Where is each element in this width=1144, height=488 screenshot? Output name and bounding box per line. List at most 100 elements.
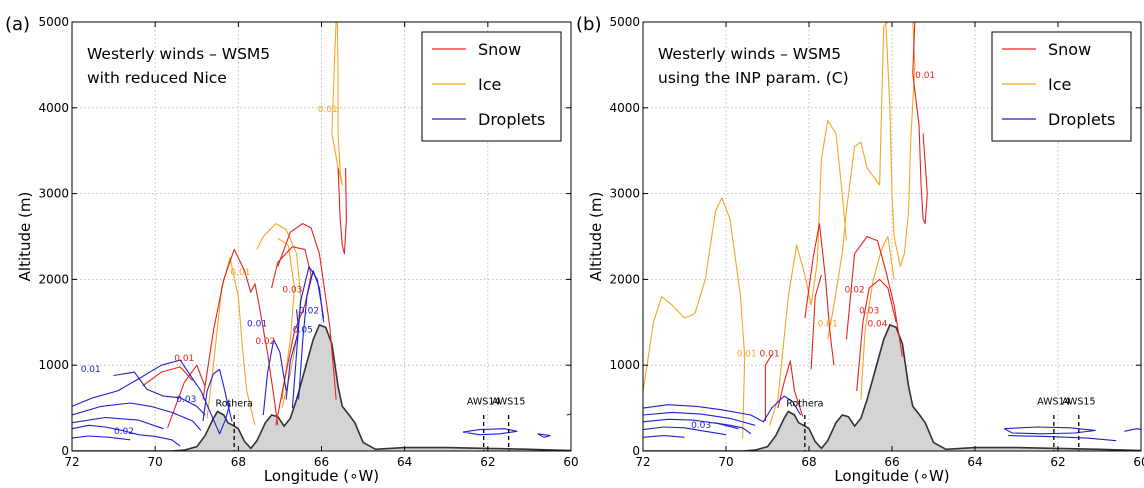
legend-label: Droplets (478, 110, 545, 129)
x-tick-label: 60 (563, 455, 578, 469)
snow-contour-line (845, 235, 903, 357)
y-tick-label: 3000 (38, 187, 69, 201)
x-axis-title: Longitude (∘W) (834, 467, 949, 485)
x-tick-label: 72 (64, 455, 79, 469)
plot-area: 0.010.020.030.040.010.010.010.03 (643, 22, 1141, 451)
station-label: Rothera (216, 398, 253, 409)
contour-label: 0.02 (299, 307, 319, 317)
y-axis-title: Altitude (m) (587, 192, 605, 282)
droplets-contour-line (643, 418, 739, 430)
snow-contour-line (271, 246, 312, 426)
droplets-contour-line (643, 395, 802, 423)
y-tick-label: 1000 (609, 358, 640, 372)
snow-contour-line (777, 360, 804, 417)
droplets-contour-line (291, 265, 325, 409)
y-tick-label: 0 (61, 444, 69, 458)
snow-contour-line (764, 354, 773, 421)
droplets-contour-line (262, 338, 287, 416)
terrain-fill (643, 324, 1141, 451)
contour-label: 0.01 (818, 320, 838, 330)
y-tick-label: 5000 (38, 15, 69, 29)
droplets-contour-line (72, 402, 202, 431)
station-label: AWS14 (467, 397, 501, 408)
x-tick-label: 60 (1133, 455, 1144, 469)
legend-label: Droplets (1048, 110, 1115, 129)
x-tick-label: 68 (801, 455, 816, 469)
droplets-contour-line (566, 413, 571, 416)
snow-contour-line (167, 364, 206, 428)
x-tick-label: 64 (967, 455, 982, 469)
contour-label: 0.01 (318, 105, 338, 115)
contour-label: 0.01 (915, 71, 935, 81)
y-tick-label: 4000 (609, 101, 640, 115)
legend-label: Snow (1048, 40, 1091, 59)
contour-label: 0.01 (760, 350, 780, 360)
contour-label: 0.01 (230, 268, 250, 278)
x-tick-label: 66 (314, 455, 329, 469)
panel-annotation-line: using the INP param. (C) (658, 69, 849, 87)
y-tick-label: 4000 (38, 101, 69, 115)
contour-label: 0.02 (114, 427, 134, 437)
legend-label: Ice (1048, 75, 1071, 94)
y-tick-label: 2000 (609, 272, 640, 286)
chart-panel-0: 0.01 0.01 0.03 0.01 0.02 0.01 0.02 0.05 0.01 0.03… (5, 14, 579, 485)
x-tick-label: 62 (480, 455, 495, 469)
contour-label: 0.05 (293, 326, 313, 336)
contour-label: 0.02 (845, 285, 865, 295)
droplets-contour-line (537, 433, 551, 438)
droplets-contour-line (643, 411, 756, 426)
station-label: AWS15 (492, 397, 526, 408)
station-label: AWS15 (1062, 397, 1096, 408)
droplets-contour-line (713, 422, 752, 435)
x-tick-label: 70 (718, 455, 733, 469)
contour-label: 0.01 (81, 365, 101, 375)
snow-contour-line (804, 223, 835, 366)
y-tick-label: 0 (632, 444, 640, 458)
station-label: AWS14 (1037, 397, 1071, 408)
droplets-contour-line (1003, 426, 1096, 435)
contour-label: 0.03 (691, 421, 711, 431)
x-tick-label: 72 (635, 455, 650, 469)
droplets-contour-line (285, 309, 300, 400)
x-tick-label: 62 (1050, 455, 1065, 469)
ice-contour-line (643, 197, 746, 439)
snow-contour-line (810, 274, 822, 370)
y-tick-label: 2000 (38, 272, 69, 286)
panel-annotation-line: with reduced Nice (87, 69, 227, 87)
snow-contour-line (912, 22, 928, 225)
terrain-fill (72, 324, 571, 451)
ice-contour-line (769, 120, 847, 426)
plot-area: 0.01 0.01 0.03 0.01 0.02 0.01 0.02 0.05 0.01 0.03… (72, 22, 571, 451)
droplets-contour-line (72, 424, 181, 447)
droplets-contour-line (1124, 428, 1141, 432)
legend-box (991, 31, 1132, 142)
legend-label: Ice (478, 75, 501, 94)
legend-label: Snow (478, 40, 521, 59)
legend-box (421, 31, 562, 142)
droplets-contour-line (72, 435, 131, 441)
contour-label: 0.03 (176, 395, 196, 405)
snow-contour-line (337, 167, 347, 255)
contour-label: 0.01 (247, 320, 267, 330)
panel-label: (b) (576, 14, 601, 35)
station-label: Rothera (786, 398, 823, 409)
droplets-contour-line (113, 371, 206, 416)
droplets-contour-line (202, 368, 233, 422)
contour-label: 0.03 (282, 285, 302, 295)
droplets-contour-line (72, 359, 231, 435)
contour-label: 0.01 (737, 350, 757, 360)
droplets-contour-line (72, 416, 164, 430)
x-axis-title: Longitude (∘W) (264, 467, 379, 485)
snow-contour-line (202, 248, 279, 426)
y-axis-title: Altitude (m) (16, 192, 34, 282)
x-tick-label: 68 (231, 455, 246, 469)
panel-annotation-line: Westerly winds – WSM5 (87, 45, 270, 63)
droplets-contour-line (462, 428, 518, 436)
ice-contour-line (331, 22, 343, 186)
snow-contour-line (142, 366, 194, 387)
terrain-outline (643, 323, 1141, 451)
x-tick-label: 66 (884, 455, 899, 469)
ice-contour-line (860, 235, 895, 400)
